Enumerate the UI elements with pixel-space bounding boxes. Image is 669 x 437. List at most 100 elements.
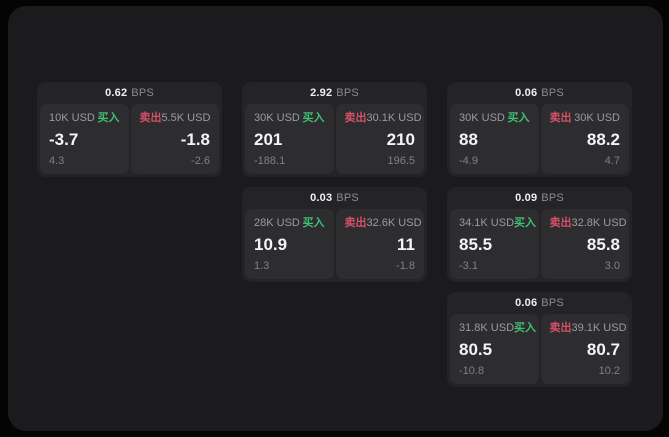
buy-panel[interactable]: 10K USD 买入 -3.7 4.3 — [40, 104, 129, 174]
bps-suffix-label: BPS — [541, 297, 564, 309]
card-body: 30K USD 买入 88 -4.9 卖出 30K USD 88.2 4.7 — [450, 104, 629, 174]
quote-card[interactable]: 0.62 BPS 10K USD 买入 -3.7 4.3 卖出 5.5K USD — [37, 82, 222, 177]
bps-value: 0.06 — [515, 87, 538, 99]
quote-card[interactable]: 0.03 BPS 28K USD 买入 10.9 1.3 卖出 32.6K US… — [242, 187, 427, 282]
buy-label-row: 30K USD 买入 — [254, 112, 325, 124]
sell-panel[interactable]: 卖出 32.8K USD 85.8 3.0 — [540, 209, 629, 279]
sell-panel[interactable]: 卖出 39.1K USD 80.7 10.2 — [540, 314, 629, 384]
buy-amount: 30K USD — [254, 112, 300, 124]
card-body: 34.1K USD 买入 85.5 -3.1 卖出 32.8K USD 85.8… — [450, 209, 629, 279]
sell-amount: 30K USD — [574, 112, 620, 124]
sell-amount: 32.6K USD — [366, 217, 422, 229]
buy-amount: 10K USD — [49, 112, 95, 124]
sell-label-row: 卖出 30.1K USD — [344, 112, 422, 124]
sell-price: -1.8 — [180, 129, 210, 149]
sell-label-row: 卖出 32.6K USD — [344, 217, 422, 229]
buy-panel[interactable]: 34.1K USD 买入 85.5 -3.1 — [450, 209, 539, 279]
sell-amount: 30.1K USD — [366, 112, 422, 124]
sell-label-row: 卖出 39.1K USD — [549, 322, 627, 334]
buy-badge: 买入 — [507, 112, 530, 124]
buy-change: 4.3 — [49, 155, 65, 167]
sell-price: 210 — [386, 129, 415, 149]
bps-header: 0.03 BPS — [242, 187, 427, 209]
sell-amount: 32.8K USD — [571, 217, 627, 229]
sell-change: 10.2 — [598, 365, 620, 377]
sell-badge: 卖出 — [344, 112, 367, 124]
buy-amount: 34.1K USD — [459, 217, 515, 229]
buy-amount: 28K USD — [254, 217, 300, 229]
sell-price: 85.8 — [586, 234, 620, 254]
bps-suffix-label: BPS — [336, 87, 359, 99]
buy-amount: 31.8K USD — [459, 322, 515, 334]
buy-badge: 买入 — [97, 112, 120, 124]
buy-label-row: 30K USD 买入 — [459, 112, 530, 124]
buy-change: -3.1 — [459, 260, 478, 272]
sell-amount: 5.5K USD — [161, 112, 211, 124]
sell-badge: 卖出 — [549, 112, 572, 124]
card-body: 30K USD 买入 201 -188.1 卖出 30.1K USD 210 1… — [245, 104, 424, 174]
buy-label-row: 10K USD 买入 — [49, 112, 120, 124]
sell-badge: 卖出 — [549, 322, 572, 334]
buy-badge: 买入 — [514, 322, 537, 334]
sell-price: 11 — [397, 234, 415, 254]
sell-label-row: 卖出 5.5K USD — [140, 112, 211, 124]
sell-amount: 39.1K USD — [571, 322, 627, 334]
buy-badge: 买入 — [514, 217, 537, 229]
buy-panel[interactable]: 28K USD 买入 10.9 1.3 — [245, 209, 334, 279]
bps-suffix-label: BPS — [541, 87, 564, 99]
buy-change: -4.9 — [459, 155, 478, 167]
buy-price: 201 — [254, 129, 283, 149]
bps-value: 0.62 — [105, 87, 128, 99]
buy-badge: 买入 — [302, 217, 325, 229]
buy-panel[interactable]: 30K USD 买入 201 -188.1 — [245, 104, 334, 174]
card-body: 28K USD 买入 10.9 1.3 卖出 32.6K USD 11 -1.8 — [245, 209, 424, 279]
sell-panel[interactable]: 卖出 30K USD 88.2 4.7 — [540, 104, 629, 174]
buy-label-row: 31.8K USD 买入 — [459, 322, 536, 334]
sell-badge: 卖出 — [139, 112, 162, 124]
sell-change: 196.5 — [387, 155, 415, 167]
quote-card[interactable]: 0.06 BPS 31.8K USD 买入 80.5 -10.8 卖出 39.1… — [447, 292, 632, 387]
sell-price: 80.7 — [586, 339, 620, 359]
bps-value: 0.09 — [515, 192, 538, 204]
bps-suffix-label: BPS — [541, 192, 564, 204]
sell-price: 88.2 — [586, 129, 620, 149]
sell-label-row: 卖出 32.8K USD — [549, 217, 627, 229]
sell-badge: 卖出 — [549, 217, 572, 229]
sell-panel[interactable]: 卖出 30.1K USD 210 196.5 — [335, 104, 424, 174]
sell-panel[interactable]: 卖出 5.5K USD -1.8 -2.6 — [130, 104, 219, 174]
bps-header: 0.06 BPS — [447, 292, 632, 314]
buy-panel[interactable]: 31.8K USD 买入 80.5 -10.8 — [450, 314, 539, 384]
bps-value: 0.03 — [310, 192, 333, 204]
bps-suffix-label: BPS — [336, 192, 359, 204]
buy-change: 1.3 — [254, 260, 270, 272]
quote-card[interactable]: 0.09 BPS 34.1K USD 买入 85.5 -3.1 卖出 32.8K… — [447, 187, 632, 282]
sell-change: -1.8 — [396, 260, 415, 272]
bps-header: 0.09 BPS — [447, 187, 632, 209]
bps-header: 2.92 BPS — [242, 82, 427, 104]
main-panel: 0.62 BPS 10K USD 买入 -3.7 4.3 卖出 5.5K USD — [8, 6, 663, 431]
sell-label-row: 卖出 30K USD — [550, 112, 621, 124]
buy-panel[interactable]: 30K USD 买入 88 -4.9 — [450, 104, 539, 174]
bps-header: 0.06 BPS — [447, 82, 632, 104]
quote-card[interactable]: 2.92 BPS 30K USD 买入 201 -188.1 卖出 30.1K … — [242, 82, 427, 177]
quote-cards-grid: 0.62 BPS 10K USD 买入 -3.7 4.3 卖出 5.5K USD — [37, 82, 632, 387]
sell-change: 4.7 — [604, 155, 620, 167]
buy-change: -188.1 — [254, 155, 286, 167]
buy-change: -10.8 — [459, 365, 485, 377]
buy-amount: 30K USD — [459, 112, 505, 124]
card-body: 10K USD 买入 -3.7 4.3 卖出 5.5K USD -1.8 -2.… — [40, 104, 219, 174]
buy-price: -3.7 — [49, 129, 79, 149]
buy-label-row: 28K USD 买入 — [254, 217, 325, 229]
sell-change: -2.6 — [191, 155, 210, 167]
sell-badge: 卖出 — [344, 217, 367, 229]
bps-value: 2.92 — [310, 87, 333, 99]
sell-panel[interactable]: 卖出 32.6K USD 11 -1.8 — [335, 209, 424, 279]
buy-label-row: 34.1K USD 买入 — [459, 217, 536, 229]
bps-header: 0.62 BPS — [37, 82, 222, 104]
quote-card[interactable]: 0.06 BPS 30K USD 买入 88 -4.9 卖出 30K USD — [447, 82, 632, 177]
bps-value: 0.06 — [515, 297, 538, 309]
card-body: 31.8K USD 买入 80.5 -10.8 卖出 39.1K USD 80.… — [450, 314, 629, 384]
buy-price: 10.9 — [254, 234, 288, 254]
buy-price: 85.5 — [459, 234, 493, 254]
